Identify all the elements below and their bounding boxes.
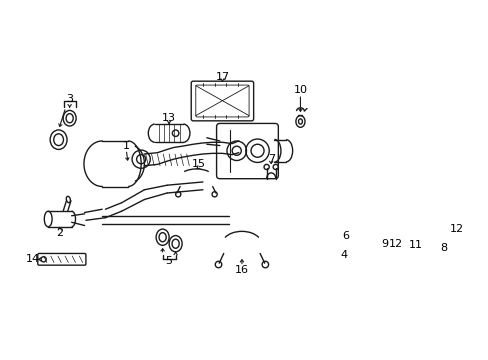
Text: 16: 16 [234,265,248,275]
Text: 14: 14 [25,254,40,264]
Text: 1: 1 [122,141,129,151]
Text: 9: 9 [381,239,388,249]
Text: 12: 12 [448,224,463,234]
Text: 12: 12 [388,239,402,249]
Text: 13: 13 [162,113,176,123]
Text: 4: 4 [340,250,347,260]
Text: 5: 5 [165,256,172,266]
Text: 6: 6 [342,231,349,241]
Text: 3: 3 [66,94,73,104]
Text: 17: 17 [215,72,229,82]
Text: 15: 15 [192,159,205,169]
Text: 10: 10 [293,85,307,95]
Text: 8: 8 [439,243,446,253]
Text: 11: 11 [407,240,422,250]
Text: 7: 7 [267,154,274,164]
Text: 2: 2 [56,228,63,238]
